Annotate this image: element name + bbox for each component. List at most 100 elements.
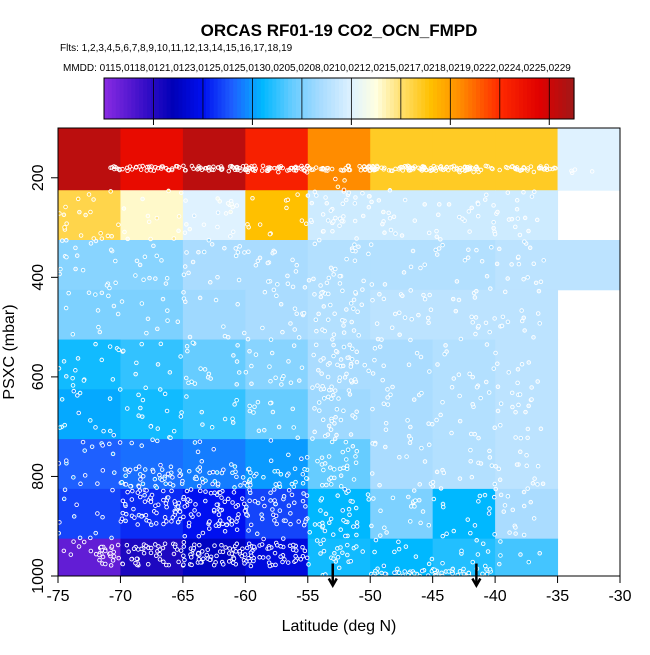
observation-dot <box>58 461 62 466</box>
observation-dot <box>207 526 212 531</box>
observation-dot <box>145 213 151 219</box>
observation-dot <box>182 264 188 269</box>
observation-dot <box>306 165 312 171</box>
observation-dot <box>521 532 527 538</box>
observation-dot <box>289 492 295 498</box>
observation-dot <box>493 486 498 492</box>
observation-dot <box>285 273 290 279</box>
observation-dot <box>461 566 466 572</box>
y-axis: 200 400 600 800 1000 <box>30 164 58 594</box>
observation-dot <box>429 556 435 562</box>
observation-dot <box>491 220 496 225</box>
observation-dot <box>300 545 305 550</box>
observation-dot <box>75 196 81 202</box>
observation-dot <box>153 521 159 526</box>
observation-dot <box>270 507 275 512</box>
observation-dot <box>474 384 480 390</box>
observation-dot <box>440 533 445 539</box>
observation-dot <box>88 418 93 423</box>
observation-dot <box>472 523 478 528</box>
observation-dot <box>386 210 391 216</box>
observation-dot <box>142 467 148 472</box>
observation-dot <box>531 516 537 521</box>
observation-dot <box>405 572 411 576</box>
observation-dot <box>234 527 240 532</box>
observation-dot <box>97 557 102 563</box>
observation-dot <box>259 542 265 547</box>
observation-dot <box>247 165 253 171</box>
observation-dot <box>337 466 343 472</box>
heatmap-cell <box>58 128 121 191</box>
observation-dot <box>176 500 182 506</box>
observation-dot <box>93 530 98 536</box>
observation-dot <box>491 225 496 231</box>
observation-dot <box>318 294 324 300</box>
observation-dot <box>341 330 347 335</box>
observation-dot <box>170 475 175 480</box>
observation-dot <box>492 231 498 237</box>
colorbar-segment <box>190 78 195 119</box>
observation-dot <box>182 230 188 235</box>
observation-dot <box>134 556 140 562</box>
observation-dot <box>192 508 197 513</box>
observation-dot <box>466 209 472 214</box>
observation-dot <box>320 167 326 172</box>
observation-dot <box>318 551 323 556</box>
observation-dot <box>287 167 292 173</box>
observation-dot <box>284 473 290 478</box>
observation-dot <box>495 209 500 215</box>
observation-dot <box>366 497 371 502</box>
observation-dot <box>498 422 503 428</box>
x-tick-label: -70 <box>109 588 132 605</box>
arrow-markers <box>327 563 482 589</box>
observation-dot <box>119 516 125 522</box>
observation-dot <box>108 165 113 170</box>
observation-dot <box>162 541 168 547</box>
observation-dot <box>474 288 479 294</box>
observation-dot <box>516 254 521 260</box>
observation-dot <box>280 559 285 565</box>
heatmap-cell <box>495 488 559 540</box>
colorbar-segment <box>554 78 559 119</box>
observation-dot <box>111 549 117 555</box>
heatmap-cell <box>120 128 184 191</box>
observation-dot <box>64 374 69 379</box>
observation-dot <box>148 236 153 242</box>
observation-dot <box>196 166 201 171</box>
observation-dot <box>192 440 198 445</box>
observation-dot <box>475 552 481 557</box>
observation-dot <box>181 553 186 558</box>
observation-dot <box>59 397 65 402</box>
colorbar-segment <box>393 78 399 119</box>
observation-dot <box>178 548 184 553</box>
observation-dot <box>485 549 491 554</box>
observation-dot <box>217 508 223 513</box>
observation-dot <box>293 558 298 563</box>
observation-dot <box>162 515 168 520</box>
observation-dot <box>215 210 221 215</box>
observation-dot <box>286 359 291 364</box>
observation-dot <box>340 508 345 513</box>
observation-dot <box>373 537 379 543</box>
observation-dot <box>297 378 302 383</box>
colorbar-segment <box>260 78 266 119</box>
observation-dot <box>205 547 210 552</box>
observation-dot <box>350 346 355 351</box>
observation-dot <box>278 544 283 549</box>
observation-dot <box>123 482 129 487</box>
observation-dot <box>345 355 350 360</box>
observation-dot <box>432 567 437 573</box>
observation-dot <box>521 189 526 195</box>
observation-dot <box>182 533 188 539</box>
observation-dot <box>347 342 352 348</box>
observation-dot <box>526 360 532 365</box>
heatmap-cell <box>245 128 309 191</box>
observation-dot <box>266 555 271 560</box>
observation-dot <box>275 282 280 287</box>
observation-dot <box>302 285 308 290</box>
observation-dot <box>226 516 232 521</box>
observation-dot <box>359 302 365 307</box>
observation-dot <box>116 347 121 353</box>
heatmap-cell <box>432 289 496 341</box>
observation-dot <box>328 208 334 213</box>
